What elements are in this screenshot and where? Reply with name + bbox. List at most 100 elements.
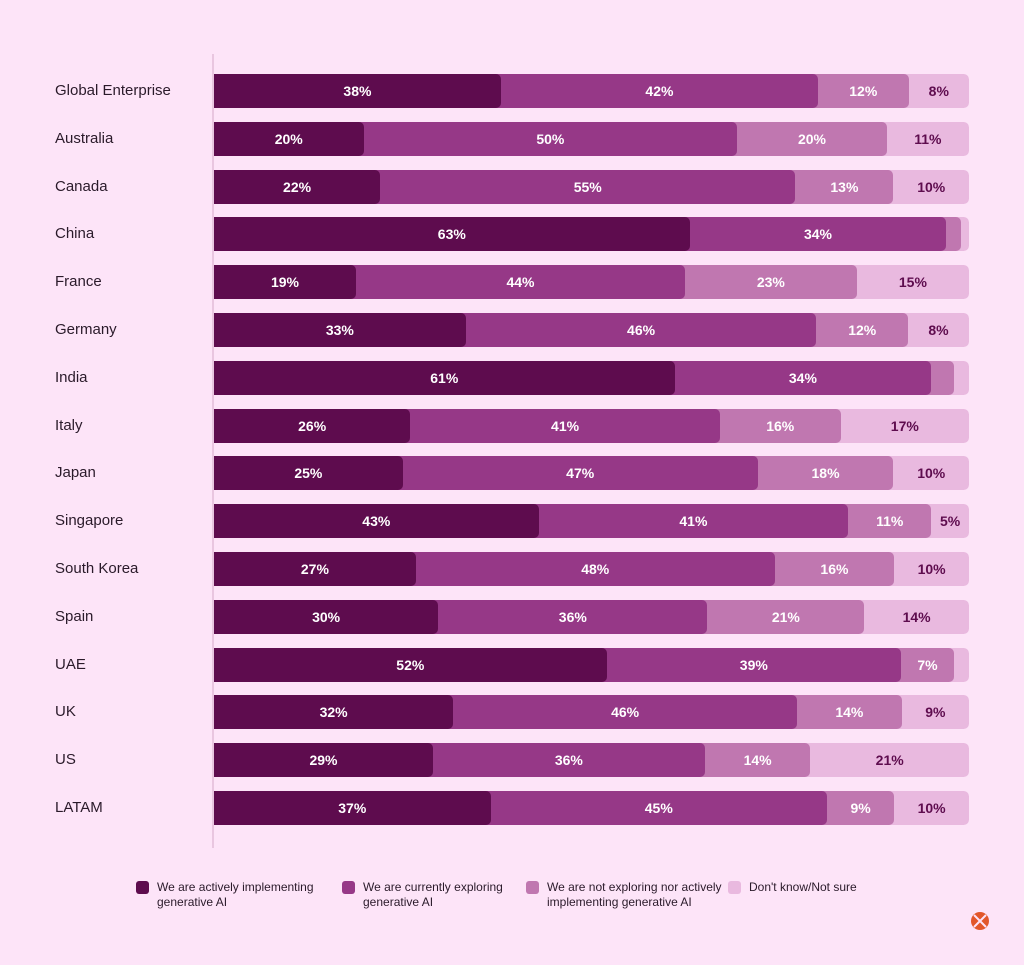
data-label: 14% — [743, 752, 772, 769]
data-label: 45% — [644, 800, 673, 816]
data-label: 21% — [771, 608, 800, 625]
category-label: Canada — [55, 177, 108, 195]
bar-row: 38% 42% 12% 8% — [214, 74, 969, 108]
data-label: 42% — [645, 83, 674, 99]
bar-row: 37% 45% 9% 10% — [214, 791, 969, 825]
bar-segment: 18% — [752, 456, 894, 491]
data-label: 18% — [811, 465, 840, 482]
bar-segment: 27% — [214, 552, 416, 586]
data-label: 27% — [300, 561, 329, 577]
bar-segment: 43% — [214, 504, 539, 539]
data-label: 10% — [917, 465, 946, 482]
legend: We are actively implementing generative … — [136, 880, 888, 910]
bar-segment — [948, 647, 969, 682]
data-label: 21% — [875, 752, 904, 769]
data-label: 43% — [362, 513, 391, 530]
bar-row: 30% 36% 21% 14% — [214, 599, 969, 634]
legend-label: We are not exploring nor actively implem… — [547, 880, 722, 909]
legend-label: We are actively implementing generative … — [157, 880, 314, 909]
bar-segment: 41% — [405, 408, 720, 443]
bar-segment: 41% — [533, 504, 849, 539]
data-label: 48% — [581, 561, 610, 577]
bar-segment — [948, 360, 969, 395]
data-label: 10% — [917, 561, 946, 577]
bar-segment: 12% — [811, 313, 908, 347]
data-label: 39% — [739, 656, 768, 673]
bar-row: 26% 41% 16% 17% — [214, 408, 969, 443]
y-axis-line — [212, 54, 214, 848]
bar-segment: 10% — [889, 552, 969, 586]
bar-row: 29% 36% 14% 21% — [214, 743, 969, 778]
bar-segment: 21% — [805, 743, 969, 778]
bar-segment: 20% — [732, 121, 887, 156]
category-label: Australia — [55, 129, 114, 147]
bar-row: 63% 34% — [214, 217, 969, 252]
bar-segment: 5% — [926, 504, 969, 539]
bar-segment: 22% — [214, 169, 381, 204]
bar-row: 52% 39% 7% — [214, 647, 969, 682]
bar-segment: 9% — [896, 695, 969, 730]
bar-segment: 50% — [358, 121, 738, 156]
bar-segment: 7% — [896, 647, 954, 682]
bar-segment: 38% — [214, 74, 501, 108]
category-label: France — [55, 273, 102, 291]
data-label: 8% — [928, 83, 949, 99]
data-label: 11% — [914, 130, 942, 147]
bar-segment — [941, 217, 962, 252]
bar-segment: 10% — [888, 169, 969, 204]
bar-segment: 9% — [821, 791, 895, 825]
bar-row: 27% 48% 16% 10% — [214, 552, 969, 586]
data-label: 36% — [558, 608, 587, 625]
data-label: 38% — [343, 83, 372, 99]
data-label: 12% — [849, 83, 878, 99]
data-label: 47% — [566, 465, 595, 482]
category-label: UAE — [55, 655, 86, 673]
data-label: 33% — [325, 322, 354, 338]
bar-segment: 15% — [851, 265, 969, 300]
bar-segment: 19% — [214, 265, 357, 300]
brand-logo — [971, 912, 989, 930]
data-label: 26% — [298, 417, 327, 434]
bar-segment: 25% — [214, 456, 403, 491]
bar-row: 43% 41% 11% 5% — [214, 504, 969, 539]
data-label: 44% — [506, 274, 535, 291]
legend-item: We are actively implementing generative … — [136, 880, 342, 910]
bar-segment: 14% — [699, 743, 811, 778]
bar-segment: 48% — [410, 552, 775, 586]
bar-segment: 39% — [601, 647, 902, 682]
bar-segment: 26% — [214, 408, 411, 443]
data-label: 9% — [850, 800, 871, 816]
bar-row: 19% 44% 23% 15% — [214, 265, 969, 300]
category-label: Italy — [55, 416, 83, 434]
category-label: India — [55, 368, 88, 386]
legend-swatch — [728, 881, 741, 894]
legend-label: Don't know/Not sure — [749, 880, 857, 894]
bar-segment: 30% — [214, 599, 439, 634]
bar-row: 32% 46% 14% 9% — [214, 695, 969, 730]
data-label: 11% — [876, 513, 904, 530]
bar-segment: 46% — [448, 695, 798, 730]
bar-segment: 46% — [460, 313, 817, 347]
data-label: 55% — [573, 178, 602, 195]
bar-segment: 14% — [859, 599, 969, 634]
data-label: 12% — [848, 322, 877, 338]
bar-row: 20% 50% 20% 11% — [214, 121, 969, 156]
bar-segment: 61% — [214, 360, 675, 395]
data-label: 41% — [551, 417, 580, 434]
data-label: 63% — [437, 226, 466, 243]
bar-segment: 13% — [790, 169, 894, 204]
category-label: Spain — [55, 607, 94, 625]
bar-row: 22% 55% 13% 10% — [214, 169, 969, 204]
bar-segment: 14% — [792, 695, 902, 730]
category-label: Germany — [55, 321, 117, 338]
bar-segment: 34% — [669, 360, 932, 395]
data-label: 36% — [554, 752, 583, 769]
category-label: LATAM — [55, 799, 103, 816]
bar-segment: 29% — [214, 743, 433, 778]
bar-segment: 37% — [214, 791, 491, 825]
data-label: 25% — [294, 465, 323, 482]
data-label: 10% — [917, 800, 946, 816]
category-label: Global Enterprise — [55, 82, 171, 99]
bar-segment: 17% — [835, 408, 969, 443]
data-label: 22% — [283, 178, 312, 195]
